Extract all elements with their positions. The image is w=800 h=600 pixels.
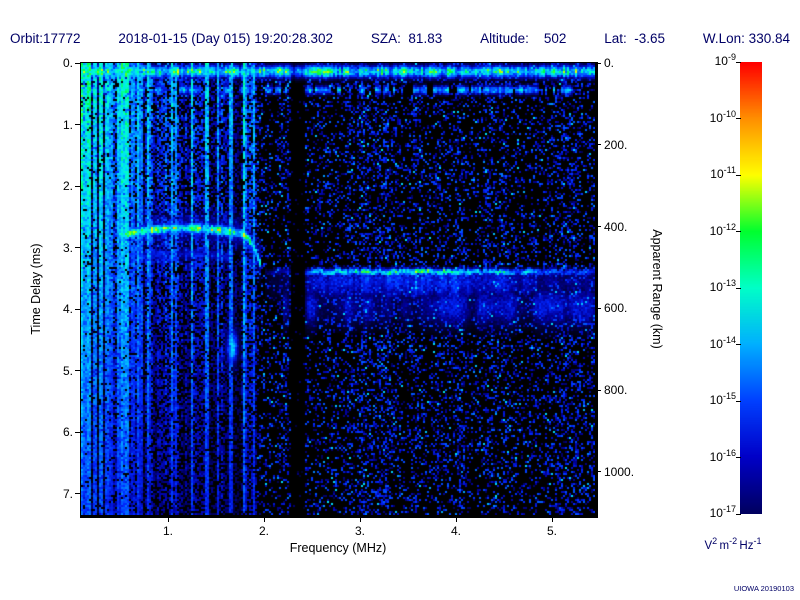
y-tick-mark [75, 124, 80, 125]
range-tick-label: 200. [604, 137, 628, 152]
range-tick-label: 400. [604, 219, 628, 234]
range-tick-mark [596, 226, 601, 227]
x-tick-label: 4. [450, 524, 461, 538]
plot-frame [80, 62, 598, 518]
colorbar-tick-mark [736, 174, 741, 176]
y-axis-title-right: Apparent Range (km) [650, 229, 664, 349]
y-tick-mark [75, 431, 80, 433]
wlon-value: W.Lon: 330.84 [702, 31, 790, 46]
sza-value: SZA: 81.83 [370, 31, 443, 46]
colorbar-tick-mark [736, 231, 741, 232]
y-axis-title-left: Time Delay (ms) [29, 243, 43, 335]
colorbar-tick-label: 10-12 [709, 221, 736, 238]
x-axis-title: Frequency (MHz) [289, 541, 387, 555]
altitude-value: Altitude: 502 [480, 31, 567, 46]
colorbar-tick-label: 10-14 [709, 334, 736, 351]
colorbar-tick-mark [736, 118, 741, 119]
colorbar-tick-label: 10-17 [709, 504, 736, 521]
colorbar-tick-mark [736, 513, 741, 515]
y-tick-mark [75, 247, 80, 248]
colorbar [740, 62, 762, 514]
colorbar-tick-label: 10-13 [709, 278, 736, 295]
y-tick-label: 0. [62, 56, 73, 70]
x-tick-mark [551, 517, 553, 522]
range-tick-mark [596, 144, 601, 146]
x-tick-mark [359, 517, 361, 522]
y-tick-mark [75, 62, 80, 64]
range-tick-label: 600. [604, 301, 628, 316]
x-tick-label: 1. [162, 524, 173, 538]
colorbar-tick-mark [736, 287, 741, 289]
range-tick-label: 1000. [604, 464, 635, 479]
header-info-bar: Orbit:17772 2018-01-15 (Day 015) 19:20:2… [10, 31, 790, 46]
y-tick-mark [75, 493, 80, 494]
y-tick-label: 6. [62, 425, 73, 439]
y-tick-label: 7. [62, 486, 73, 501]
colorbar-tick-mark [736, 400, 741, 402]
x-tick-mark [167, 517, 169, 522]
colorbar-tick-label: 10-9 [714, 52, 736, 69]
x-tick-mark [263, 517, 265, 522]
range-tick-mark [596, 307, 601, 309]
y-tick-label: 2. [62, 179, 73, 193]
datetime-value: 2018-01-15 (Day 015) 19:20:28.302 [118, 31, 334, 46]
range-tick-mark [596, 62, 601, 64]
y-tick-mark [75, 308, 80, 310]
credit-text: UIOWA 20190103 [733, 584, 794, 593]
y-tick-label: 3. [62, 240, 73, 255]
x-tick-label: 3. [354, 524, 365, 538]
spectrogram-canvas [81, 63, 595, 515]
colorbar-tick-label: 10-11 [710, 165, 736, 182]
range-tick-mark [596, 389, 601, 391]
colorbar-tick-label: 10-15 [709, 391, 736, 408]
y-tick-label: 1. [62, 117, 73, 132]
y-tick-mark [75, 185, 80, 187]
x-tick-label: 5. [546, 524, 557, 538]
y-tick-label: 4. [62, 302, 73, 316]
range-tick-label: 0. [604, 56, 615, 70]
range-tick-label: 800. [604, 383, 628, 397]
x-tick-mark [455, 517, 457, 522]
colorbar-tick-mark [736, 457, 741, 458]
colorbar-tick-mark [736, 61, 741, 63]
latitude-value: Lat: -3.65 [604, 31, 666, 46]
y-tick-mark [75, 370, 80, 371]
orbit-value: Orbit:17772 [10, 31, 81, 46]
colorbar-tick-label: 10-10 [709, 108, 736, 125]
range-tick-mark [596, 471, 601, 473]
colorbar-tick-mark [736, 344, 741, 345]
colorbar-tick-label: 10-16 [709, 447, 736, 464]
x-tick-label: 2. [258, 524, 269, 538]
colorbar-units: V2 m-2 Hz-1 [704, 536, 762, 552]
y-tick-label: 5. [62, 363, 73, 378]
